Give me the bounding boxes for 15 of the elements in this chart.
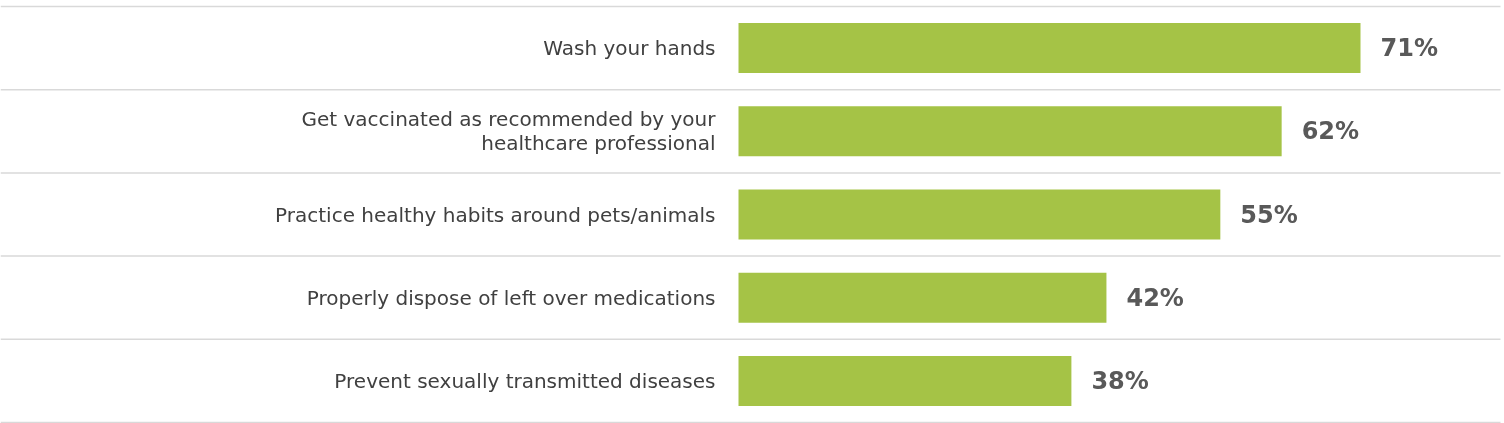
- bar: [738, 272, 1107, 323]
- data-label: 71%: [1380, 34, 1438, 63]
- data-label: 62%: [1301, 117, 1360, 146]
- y-tick-label: Get vaccinated as recommended by your healthcare professional: [301, 107, 717, 156]
- bar: [738, 355, 1072, 406]
- y-tick-label: Practice healthy habits around pets/animals: [275, 202, 716, 227]
- bar: [738, 23, 1361, 74]
- bar: [738, 106, 1282, 157]
- bar: [738, 189, 1221, 240]
- data-label: 42%: [1126, 283, 1184, 312]
- y-tick-label: Properly dispose of left over medications: [306, 285, 716, 310]
- y-tick-label: Prevent sexually transmitted diseases: [334, 368, 716, 393]
- data-label: 55%: [1240, 200, 1298, 229]
- y-tick-label: Wash your hands: [543, 36, 716, 61]
- data-label: 38%: [1091, 366, 1149, 395]
